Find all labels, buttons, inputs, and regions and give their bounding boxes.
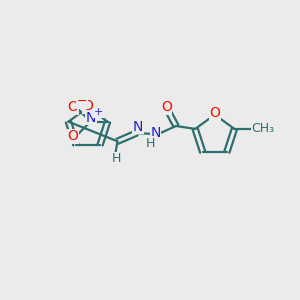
Text: O: O <box>82 99 93 113</box>
Text: O: O <box>68 129 78 143</box>
Text: −: − <box>77 95 88 108</box>
Text: O: O <box>68 100 78 114</box>
Text: +: + <box>94 107 103 117</box>
Text: N: N <box>133 120 143 134</box>
Text: N: N <box>86 110 96 124</box>
Text: O: O <box>161 100 172 114</box>
Text: H: H <box>146 136 155 149</box>
Text: H: H <box>112 152 121 165</box>
Text: CH₃: CH₃ <box>251 122 274 135</box>
Text: N: N <box>150 126 161 140</box>
Text: O: O <box>209 106 220 120</box>
